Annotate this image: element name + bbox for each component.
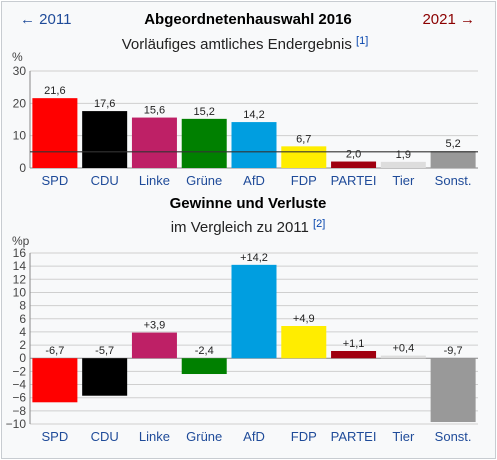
chart-subtitle: Vorläufiges amtliches Endergebnis [1] <box>122 35 369 53</box>
vote-share-category-label: AfD <box>243 173 265 188</box>
gains-losses-value-label: +14,2 <box>240 252 268 264</box>
gains-losses-y-tick-label: 8 <box>19 299 26 313</box>
vote-share-value-label: 2,0 <box>346 149 361 161</box>
vote-share-plot: 0 10 20 30 21,6 SPD 17,6 CDU 15,6 Linke 15,2 Grüne 1… <box>13 64 478 188</box>
gains-losses-bar <box>231 264 277 359</box>
vote-share-value-label: 6,7 <box>296 133 311 145</box>
gains-losses-y-tick-label: 6 <box>19 312 26 326</box>
gains-losses-y-tick-label: −2 <box>12 364 26 378</box>
gains-losses-y-tick-label: −6 <box>12 391 26 405</box>
vote-share-category-label: CDU <box>91 173 119 188</box>
vote-share-bar <box>82 111 128 168</box>
vote-share-category-label: FDP <box>291 173 317 188</box>
next-election-link[interactable]: 2021 → <box>422 11 475 28</box>
gains-losses-category-label: Tier <box>392 429 415 444</box>
vote-share-category-label: SPD <box>42 173 69 188</box>
gains-losses-value-label: -5,7 <box>95 345 114 357</box>
chart-title: Abgeordnetenhauswahl 2016 <box>144 11 352 28</box>
gains-losses-y-tick-label: −8 <box>12 404 26 418</box>
gains-losses-value-label: -9,7 <box>444 345 463 357</box>
gains-losses-bar <box>32 358 78 403</box>
gains-losses-y-tick-label: −10 <box>6 417 27 431</box>
vote-share-value-label: 1,9 <box>396 149 411 161</box>
vote-share-y-tick-label: 30 <box>13 64 27 78</box>
vote-share-value-label: 17,6 <box>94 98 115 110</box>
gains-losses-value-label: +3,9 <box>144 320 166 332</box>
gains-losses-value-label: -2,4 <box>195 345 214 357</box>
vote-share-bar <box>380 161 426 168</box>
chart-subtitle-text: Vorläufiges amtliches Endergebnis <box>122 36 352 53</box>
vote-share-category-label: PARTEI <box>331 173 377 188</box>
gains-losses-y-tick-label: 16 <box>13 246 27 260</box>
gains-losses-bar <box>380 355 426 359</box>
gains-losses-y-tick-label: 12 <box>13 272 27 286</box>
vote-share-value-label: 15,6 <box>144 105 165 117</box>
gains-losses-y-tick-label: −4 <box>12 378 26 392</box>
vote-share-y-tick-label: 0 <box>19 161 26 175</box>
vote-share-bar <box>331 161 377 168</box>
gains-losses-title: Gewinne und Verluste <box>170 195 327 212</box>
gains-losses-y-tick-label: 10 <box>13 285 27 299</box>
subtitle-footnote-link[interactable]: [1] <box>356 35 368 47</box>
gains-losses-category-label: CDU <box>91 429 119 444</box>
gains-losses-value-label: -6,7 <box>45 345 64 357</box>
vote-share-category-label: Linke <box>139 173 170 188</box>
gains-losses-category-label: FDP <box>291 429 317 444</box>
y-axis-unit-label: % <box>12 50 23 64</box>
gains-losses-footnote-link[interactable]: [2] <box>313 218 325 230</box>
vote-share-bar <box>181 118 227 168</box>
gains-losses-value-label: +0,4 <box>392 343 414 355</box>
prev-election-link[interactable]: ← 2011 <box>20 11 71 28</box>
gains-losses-bar <box>181 358 227 375</box>
vote-share-bar <box>430 151 476 168</box>
gains-losses-category-label: Sonst. <box>435 429 472 444</box>
gains-losses-subtitle: im Vergleich zu 2011 [2] <box>171 218 326 236</box>
gains-losses-category-label: SPD <box>42 429 69 444</box>
gains-losses-y-tick-label: 14 <box>13 259 27 273</box>
gains-losses-category-label: PARTEI <box>331 429 377 444</box>
vote-share-bar <box>231 122 277 168</box>
vote-share-category-label: Grüne <box>186 173 222 188</box>
vote-share-value-label: 15,2 <box>194 106 215 118</box>
vote-share-category-label: Tier <box>392 173 415 188</box>
vote-share-value-label: 14,2 <box>243 109 264 121</box>
vote-share-value-label: 5,2 <box>445 138 460 150</box>
gains-losses-value-label: +1,1 <box>343 338 365 350</box>
gains-losses-bar <box>331 350 377 359</box>
vote-share-value-label: 21,6 <box>44 85 65 97</box>
gains-losses-category-label: Linke <box>139 429 170 444</box>
vote-share-y-tick-label: 20 <box>13 96 27 110</box>
gains-losses-bar <box>430 358 476 423</box>
vote-share-y-tick-label: 10 <box>13 129 27 143</box>
gains-losses-value-label: +4,9 <box>293 313 315 325</box>
gains-losses-category-label: AfD <box>243 429 265 444</box>
gains-losses-bar <box>281 326 327 359</box>
gains-losses-y-tick-label: 2 <box>19 338 26 352</box>
gains-losses-category-label: Grüne <box>186 429 222 444</box>
vote-share-bar <box>131 117 177 168</box>
gains-losses-y-tick-label: 4 <box>19 325 26 339</box>
vote-share-bar <box>32 98 78 168</box>
gains-losses-y-tick-label: 0 <box>19 351 26 365</box>
gains-losses-y-unit-label: %p <box>12 234 30 248</box>
gains-losses-bar <box>131 332 177 359</box>
gains-losses-subtitle-text: im Vergleich zu 2011 <box>171 219 309 236</box>
gains-losses-bar <box>82 358 128 396</box>
vote-share-category-label: Sonst. <box>435 173 472 188</box>
vote-share-bar <box>281 146 327 168</box>
